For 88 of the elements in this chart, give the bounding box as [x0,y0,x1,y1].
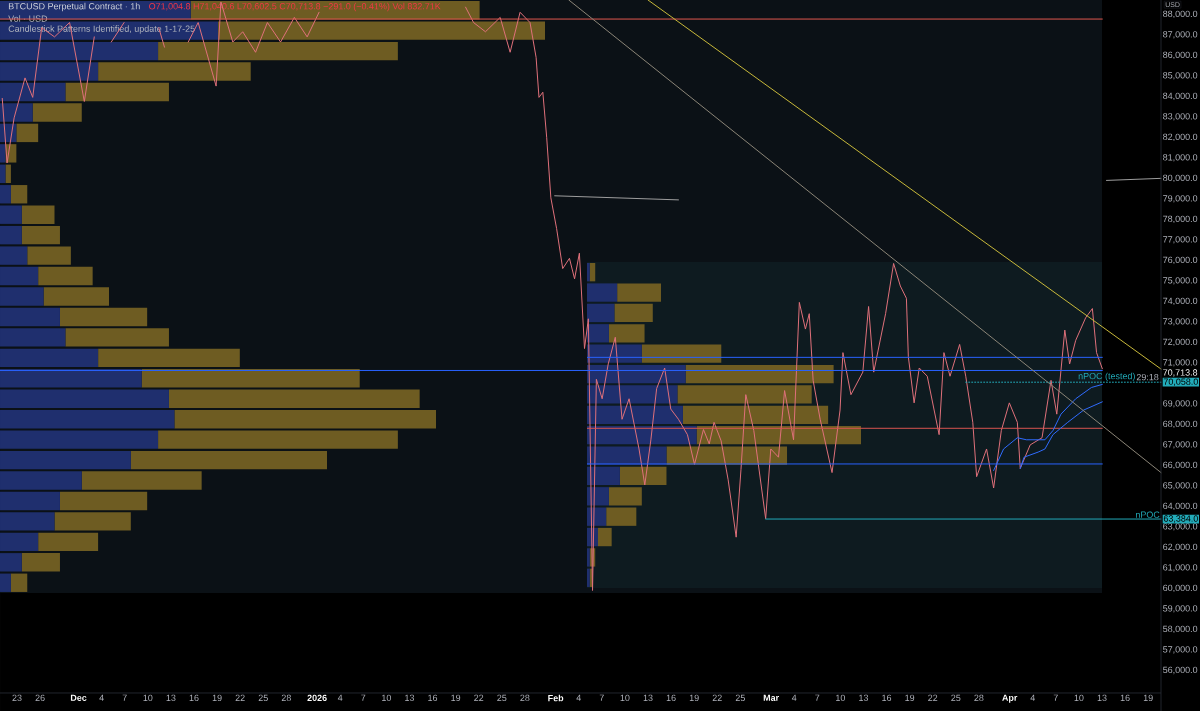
y-tick-label: 87,000.0 [1163,31,1198,39]
y-tick-label: 63,384.0 [1163,515,1198,523]
x-tick-label: 23 [12,694,22,702]
y-tick-label: 84,000.0 [1163,92,1198,101]
x-tick-label: 28 [281,694,291,702]
x-tick-label: 19 [905,694,915,702]
x-tick-label: 28 [974,694,984,702]
y-tick-label: 68,000.0 [1163,420,1198,429]
x-tick-label: 25 [735,694,745,702]
y-tick-label: 69,000.0 [1163,400,1198,408]
x-tick-label: Feb [548,694,564,702]
x-tick-label: 2026 [307,694,327,702]
x-tick-label: 13 [166,694,176,702]
annotation: nPOC [1135,511,1160,518]
annotation: nPOC (tested) [1078,372,1135,381]
y-tick-label: 74,000.0 [1163,297,1198,306]
x-tick-label: 7 [815,694,820,701]
x-tick-label: 22 [474,694,484,701]
y-tick-label: 81,000.0 [1163,154,1198,162]
x-tick-label: 26 [35,694,45,702]
x-tick-label: 28 [520,694,530,702]
y-tick-label: 71,000.0 [1163,359,1198,367]
y-tick-label: 67,000.0 [1163,441,1198,449]
y-tick-label: 61,000.0 [1163,564,1198,572]
y-tick-label: 66,000.0 [1163,461,1198,470]
x-tick-label: 4 [99,694,104,701]
x-tick-label: 13 [859,694,869,702]
x-tick-label: Dec [70,694,87,701]
x-tick-label: 19 [689,694,699,702]
y-tick-label: 64,000.0 [1163,502,1198,511]
y-tick-label: 70,713.8 [1163,369,1198,377]
x-tick-label: 13 [643,694,653,702]
x-tick-label: 22 [235,694,245,701]
x-tick-label: 13 [405,694,415,702]
y-tick-label: 65,000.0 [1163,482,1198,490]
y-tick-label: 73,000.0 [1163,318,1198,326]
x-tick-label: 10 [382,694,391,702]
x-tick-label: 4 [791,694,797,701]
x-tick-label: 16 [428,694,438,702]
y-tick-label: 58,000.0 [1163,625,1198,634]
chart-title: BTCUSD Perpetual Contract · 1h [8,2,140,12]
x-tick-label: 16 [189,694,199,702]
y-tick-label: 72,000.0 [1163,338,1198,347]
annotation: 29:18 [1136,373,1159,381]
x-tick-label: 10 [143,694,153,702]
y-tick-label: 56,000.0 [1163,666,1198,675]
x-tick-label: 22 [712,694,722,701]
x-tick-label: 4 [1030,694,1035,701]
y-tick-label: 86,000.0 [1163,51,1198,60]
y-tick-label: 75,000.0 [1163,277,1198,285]
x-tick-label: 4 [576,694,581,701]
x-tick-label: 22 [928,694,938,701]
y-tick-label: 57,000.0 [1163,646,1198,654]
y-tick-label: 83,000.0 [1163,113,1198,121]
x-tick-label: 4 [337,694,343,701]
x-tick-label: Mar [763,694,779,701]
y-tick-label: 60,000.0 [1163,584,1198,593]
y-tick-label: 59,000.0 [1163,605,1198,613]
y-tick-label: 78,000.0 [1163,215,1198,224]
y-tick-label: 85,000.0 [1163,72,1198,80]
x-tick-label: 19 [212,694,222,702]
x-tick-label: 7 [599,694,604,701]
annotation: Vol · USD [8,15,48,22]
x-tick-label: 7 [361,694,366,701]
y-tick-label: 70,058.0 [1163,378,1198,386]
x-tick-label: 10 [836,694,846,702]
x-tick-label: 10 [1074,694,1084,702]
x-tick-label: 19 [1143,694,1153,702]
x-tick-label: 25 [497,694,507,702]
x-tick-label: 25 [258,694,268,702]
x-tick-label: 19 [451,694,461,702]
x-tick-label: 16 [882,694,892,702]
y-tick-label: 62,000.0 [1163,543,1198,552]
y-tick-label: 79,000.0 [1163,195,1198,203]
x-tick-label: Apr [1002,694,1018,703]
y-tick-label: 88,000.0 [1163,10,1198,19]
y-tick-label: 82,000.0 [1163,133,1198,142]
y-tick-label: 63,000.0 [1163,523,1198,531]
x-tick-label: 13 [1097,694,1107,702]
x-tick-label: 10 [620,694,630,702]
x-tick-label: 7 [122,694,127,701]
y-tick-label: 77,000.0 [1163,236,1198,244]
x-tick-label: 16 [666,694,676,702]
y-tick-label: 80,000.0 [1163,174,1198,183]
x-tick-label: 7 [1053,694,1058,701]
x-tick-label: 16 [1120,694,1130,702]
x-tick-label: 25 [951,694,961,702]
y-tick-label: 76,000.0 [1163,256,1198,265]
